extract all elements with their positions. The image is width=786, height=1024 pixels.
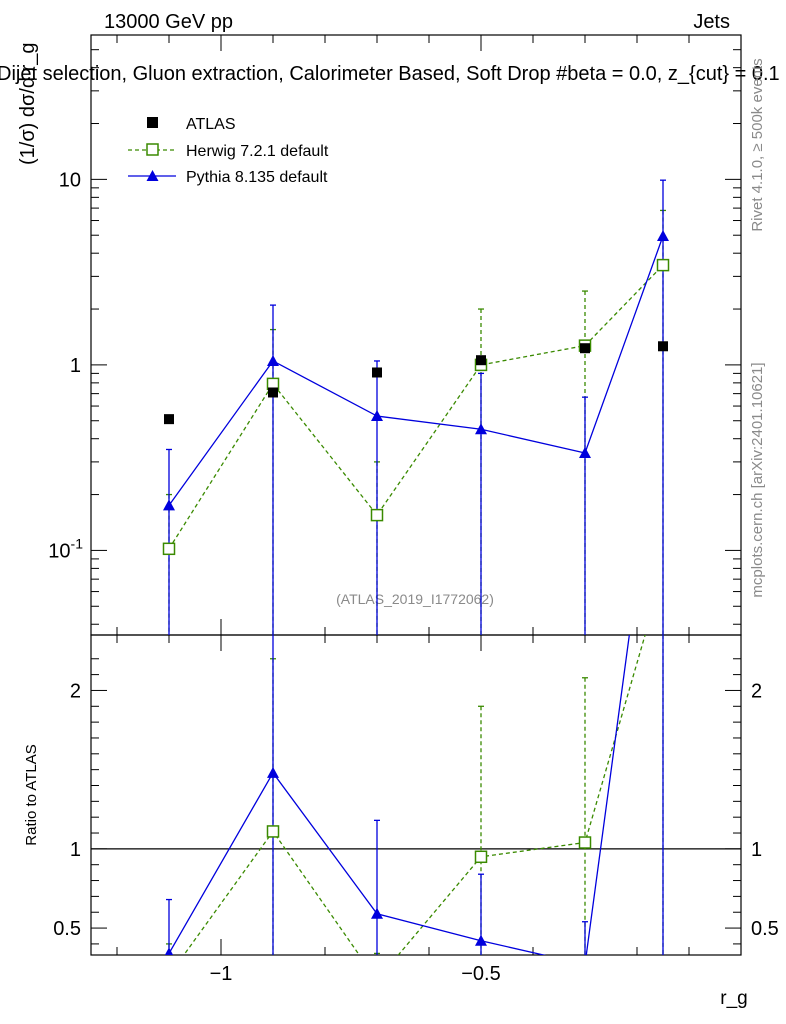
x-axis-label: r_g xyxy=(720,988,747,1009)
plot-title: Dijet selection, Gluon extraction, Calor… xyxy=(0,63,780,85)
herwig-point xyxy=(656,258,670,272)
energy-label: 13000 GeV pp xyxy=(104,11,233,33)
ratio-y-tick-label: 0.5 xyxy=(53,918,81,940)
atlas-point xyxy=(658,341,668,352)
ratio-herwig-point xyxy=(372,975,383,986)
pythia-point xyxy=(163,499,175,511)
ratio-series-line xyxy=(168,635,630,955)
herwig-point xyxy=(370,508,384,522)
pythia-point xyxy=(267,354,279,366)
side-rivet-label: Rivet 4.1.0, ≥ 500k events xyxy=(749,58,766,231)
legend-pythia-marker xyxy=(146,170,159,181)
ratio-pythia-point xyxy=(164,947,174,955)
x-tick-label: −1 xyxy=(210,963,233,985)
ratio-y-tick-label-right: 1 xyxy=(751,839,762,861)
pythia-point xyxy=(475,423,487,435)
legend-atlas-marker xyxy=(147,117,158,128)
ratio-herwig-point xyxy=(578,836,592,849)
legend-atlas-label: ATLAS xyxy=(186,116,236,133)
pythia-point xyxy=(371,410,383,422)
main-y-tick-label: 10 xyxy=(59,169,81,191)
process-label: Jets xyxy=(693,11,730,33)
atlas-point xyxy=(580,343,590,354)
atlas-point xyxy=(268,387,278,398)
atlas-point xyxy=(372,367,382,378)
side-mcplots-label: mcplots.cern.ch [arXiv:2401.10621] xyxy=(749,362,766,597)
ratio-y-tick-label-right: 2 xyxy=(751,680,762,702)
ratio-series-line xyxy=(183,635,646,955)
main-y-axis-label: (1/σ) dσ/d r_g xyxy=(17,42,39,165)
ratio-pythia-point xyxy=(475,934,487,946)
herwig-point xyxy=(162,542,176,556)
main-series-line xyxy=(168,235,664,506)
ratio-panel-frame xyxy=(90,634,742,956)
ratio-herwig-point xyxy=(474,850,488,864)
ratio-y-tick-label: 1 xyxy=(70,839,81,861)
main-series-line xyxy=(168,264,664,550)
main-y-tick-label: 10-1 xyxy=(48,535,83,562)
pythia-point xyxy=(657,230,669,242)
ratio-herwig-point xyxy=(164,970,175,981)
x-tick-label: −0.5 xyxy=(461,963,500,985)
ratio-y-tick-label: 2 xyxy=(70,680,81,702)
ratio-pythia-point xyxy=(371,907,383,919)
legend: ATLAS Herwig 7.2.1 default Pythia 8.135 … xyxy=(128,116,329,186)
ratio-herwig-point xyxy=(266,825,280,838)
pythia-point xyxy=(579,447,591,459)
legend-herwig-marker xyxy=(146,143,159,156)
analysis-id-label: (ATLAS_2019_I1772062) xyxy=(336,591,494,607)
ratio-y-tick-label-right: 0.5 xyxy=(751,918,779,940)
atlas-point xyxy=(164,414,174,425)
ratio-pythia-point xyxy=(579,959,591,970)
ratio-y-axis-label: Ratio to ATLAS xyxy=(23,744,40,845)
ratio-pythia-point xyxy=(267,766,279,778)
main-plot-area xyxy=(162,179,670,635)
ratio-y-ticks: 0.5 0.5 1 1 2 2 xyxy=(53,658,779,945)
legend-herwig-label: Herwig 7.2.1 default xyxy=(186,143,329,160)
atlas-point xyxy=(476,355,486,366)
ratio-plot-area xyxy=(91,635,741,986)
main-y-tick-label: 1 xyxy=(70,355,81,377)
legend-pythia-label: Pythia 8.135 default xyxy=(186,169,328,186)
main-y-tick-exponent: -1 xyxy=(71,535,84,551)
